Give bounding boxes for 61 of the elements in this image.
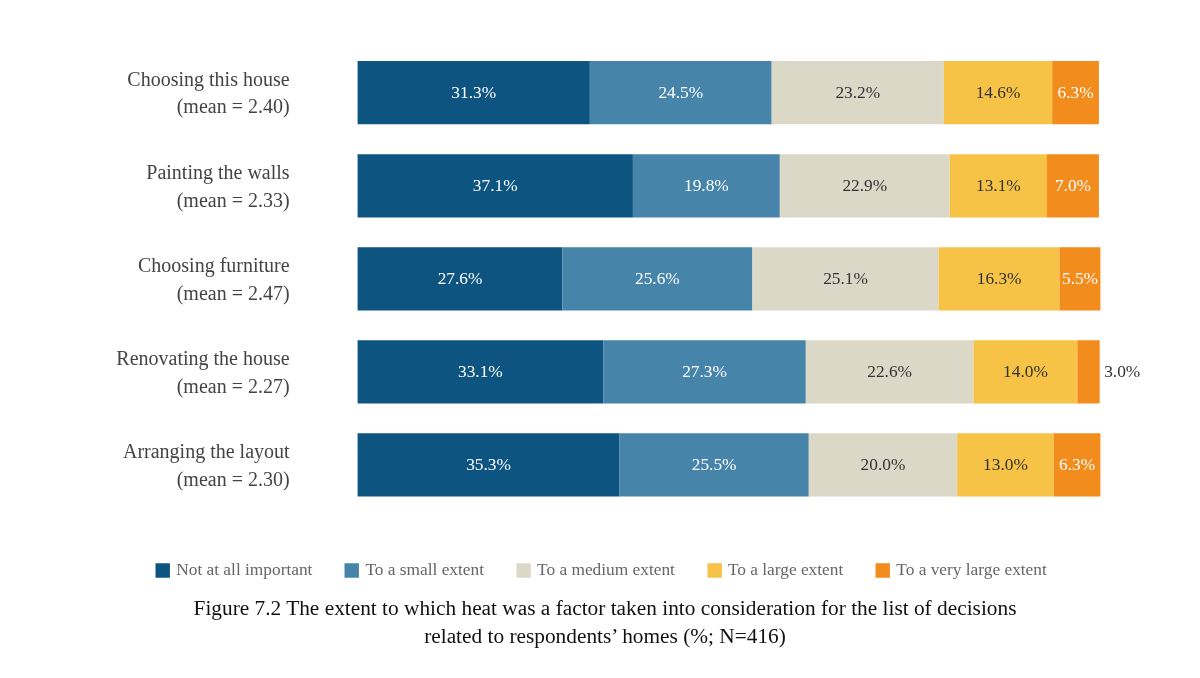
bar xyxy=(957,433,1054,497)
bar xyxy=(562,247,753,311)
data-label: 7.0% xyxy=(1054,176,1092,196)
bar xyxy=(805,340,974,404)
data-label: 3.0% xyxy=(1104,362,1141,382)
bar xyxy=(771,61,944,125)
data-label: 16.3% xyxy=(976,269,1022,289)
data-label: 14.0% xyxy=(1003,362,1048,382)
data-label: 25.6% xyxy=(635,269,680,289)
bar xyxy=(603,340,806,404)
text: Figure 7.2 The extent to which heat was a factor taken into consideration for the list of decisions related to respondents’ homes (%; N=416) xyxy=(192,595,1018,650)
y-tick-label: Choosing this house (mean = 2.40) xyxy=(127,67,290,119)
data-label: 13.0% xyxy=(983,455,1028,475)
data-label: 25.5% xyxy=(691,455,737,475)
bar xyxy=(949,154,1047,218)
y-tick-label: Choosing furniture (mean = 2.47) xyxy=(137,254,290,305)
bar xyxy=(632,154,780,218)
bar xyxy=(973,340,1078,404)
bar xyxy=(357,433,620,497)
y-tick-label: Renovating the house (mean = 2.27) xyxy=(116,347,290,398)
legend-label: To a medium extent xyxy=(537,560,675,580)
data-label: 14.6% xyxy=(975,83,1021,103)
legend-label: To a large extent xyxy=(727,560,844,580)
y-tick-label: Arranging the layout (mean = 2.30) xyxy=(122,440,291,491)
data-label: 25.1% xyxy=(823,269,868,289)
legend-label: To a small extent xyxy=(365,560,485,580)
bar xyxy=(357,154,633,218)
data-label: 22.9% xyxy=(842,176,888,196)
data-label: 35.3% xyxy=(466,455,511,475)
y-tick-label: Painting the walls (mean = 2.33) xyxy=(146,161,290,212)
bar xyxy=(938,247,1060,311)
data-label: 23.2% xyxy=(835,83,881,103)
bar xyxy=(357,61,590,125)
bar xyxy=(1053,433,1101,497)
data-label: 13.1% xyxy=(976,176,1021,196)
data-label: 22.6% xyxy=(867,362,913,382)
data-label: 27.6% xyxy=(437,269,483,289)
bar xyxy=(619,433,809,497)
data-label: 19.8% xyxy=(684,176,729,196)
bar xyxy=(1077,340,1100,404)
data-label: 20.0% xyxy=(860,455,906,475)
legend-label: To a very large extent xyxy=(896,560,1047,580)
data-label: 5.5% xyxy=(1061,269,1099,289)
data-label: 33.1% xyxy=(458,362,503,382)
data-label: 27.3% xyxy=(682,362,727,382)
legend-label: Not at all important xyxy=(176,560,313,580)
bar xyxy=(1046,154,1099,218)
bar xyxy=(1059,247,1101,311)
bar xyxy=(943,61,1053,125)
data-label: 24.5% xyxy=(658,83,704,103)
data-label: 31.3% xyxy=(451,83,497,103)
data-label: 6.3% xyxy=(1057,83,1094,103)
bar xyxy=(779,154,950,218)
bar xyxy=(357,340,604,404)
data-label: 37.1% xyxy=(472,176,518,196)
bar xyxy=(589,61,772,125)
bar xyxy=(752,247,939,311)
bar xyxy=(1052,61,1099,125)
bar xyxy=(357,247,563,311)
bar xyxy=(808,433,958,497)
data-label: 6.3% xyxy=(1059,455,1096,475)
